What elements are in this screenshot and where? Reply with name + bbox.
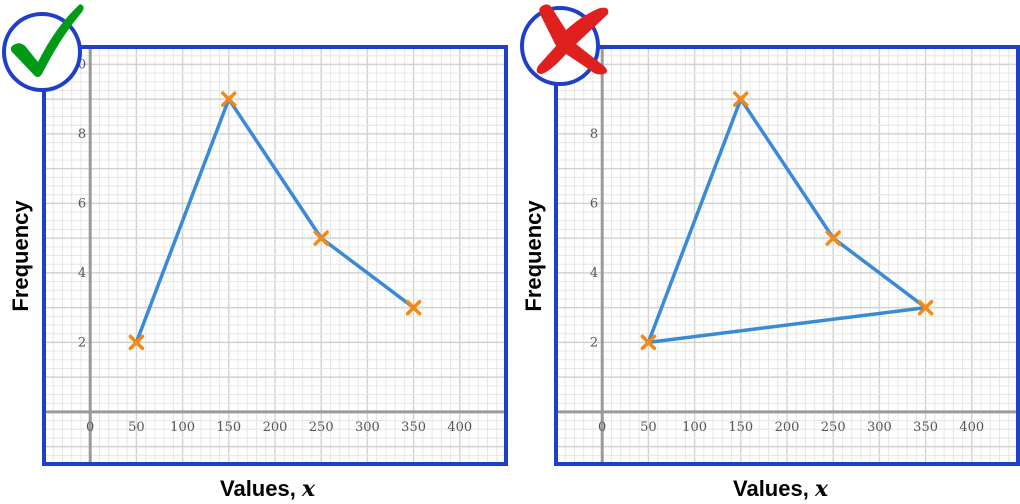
x-tick-label: 50 bbox=[128, 420, 145, 435]
x-tick-label: 350 bbox=[401, 420, 426, 435]
data-point bbox=[405, 299, 422, 316]
data-point bbox=[128, 334, 145, 351]
x-tick-label: 100 bbox=[170, 420, 195, 435]
chart-correct: 050100150200250300350400246810 bbox=[42, 45, 508, 466]
y-axis-label-right: Frequency bbox=[521, 200, 546, 312]
x-tick-label: 300 bbox=[355, 420, 380, 435]
y-tick-label: 6 bbox=[78, 196, 86, 211]
y-tick-label: 8 bbox=[590, 127, 598, 142]
x-axis-label-right: Values, x bbox=[733, 476, 829, 502]
x-tick-label: 300 bbox=[867, 420, 892, 435]
x-tick-label: 150 bbox=[216, 420, 241, 435]
cross-mark-icon bbox=[536, 4, 609, 75]
x-tick-label: 250 bbox=[309, 420, 334, 435]
series-line bbox=[134, 97, 415, 343]
y-tick-label: 6 bbox=[590, 196, 598, 211]
x-tick-label: 100 bbox=[682, 420, 707, 435]
x-tick-label: 150 bbox=[728, 420, 753, 435]
y-tick-label: 2 bbox=[590, 335, 598, 350]
data-point bbox=[917, 299, 934, 316]
x-tick-label: 0 bbox=[86, 420, 94, 435]
chart-frame bbox=[42, 45, 508, 466]
x-tick-label: 400 bbox=[959, 420, 984, 435]
data-point bbox=[733, 91, 749, 107]
x-tick-label: 50 bbox=[640, 420, 657, 435]
data-point bbox=[313, 230, 329, 246]
y-tick-label: 4 bbox=[590, 266, 598, 281]
chart-frame bbox=[554, 45, 1020, 466]
x-axis-label-left: Values, x bbox=[220, 476, 316, 502]
data-point bbox=[640, 334, 657, 351]
chart-incorrect: 050100150200250300350400246810 bbox=[554, 45, 1020, 466]
x-tick-label: 0 bbox=[598, 420, 606, 435]
x-tick-label: 400 bbox=[447, 420, 472, 435]
data-point bbox=[825, 230, 841, 246]
data-point bbox=[221, 91, 237, 107]
y-tick-label: 2 bbox=[78, 335, 86, 350]
check-mark-icon bbox=[10, 4, 84, 77]
y-tick-label: 8 bbox=[78, 127, 86, 142]
x-tick-label: 250 bbox=[821, 420, 846, 435]
x-tick-label: 350 bbox=[913, 420, 938, 435]
correct-badge bbox=[2, 4, 84, 92]
x-tick-label: 200 bbox=[263, 420, 288, 435]
incorrect-badge bbox=[520, 4, 609, 86]
y-tick-label: 4 bbox=[78, 266, 86, 281]
x-tick-label: 200 bbox=[775, 420, 800, 435]
y-axis-label-left: Frequency bbox=[8, 200, 33, 312]
